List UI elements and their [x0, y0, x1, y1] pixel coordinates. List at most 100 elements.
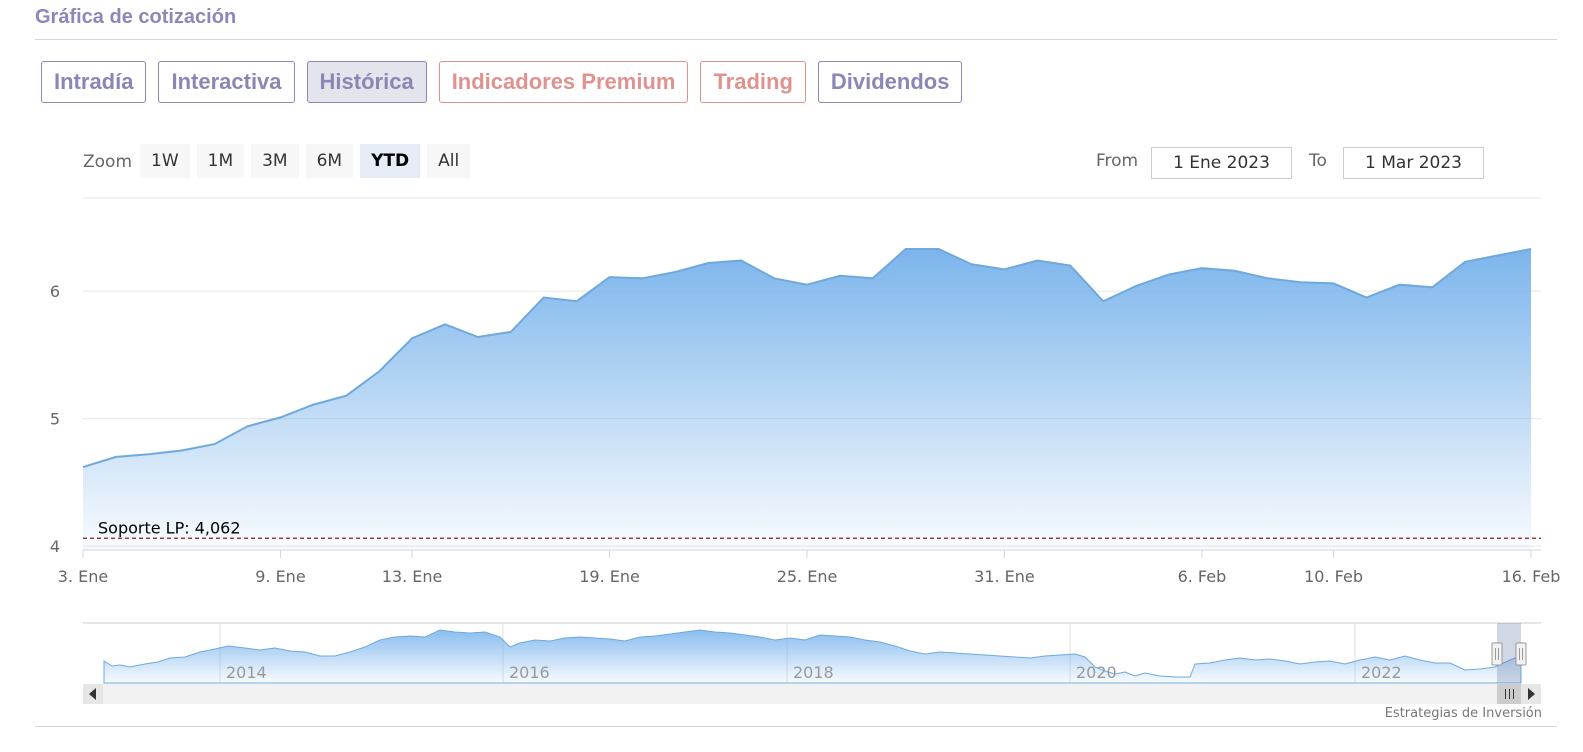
from-date-input[interactable]: 1 Ene 2023 — [1151, 147, 1292, 179]
data-point — [476, 336, 479, 339]
data-point — [707, 262, 710, 265]
data-point — [806, 283, 809, 286]
navigator-right-handle[interactable] — [1515, 642, 1527, 666]
navigator-year-label: 2020 — [1076, 663, 1117, 682]
data-point — [542, 296, 545, 299]
data-point — [213, 443, 216, 446]
data-point — [674, 271, 677, 274]
navigator-left-handle[interactable] — [1491, 642, 1503, 666]
navigator-series — [103, 629, 1522, 684]
tab-dividendos[interactable]: Dividendos — [817, 61, 963, 103]
x-tick-label: 6. Feb — [1178, 567, 1227, 586]
data-point — [1497, 254, 1500, 257]
title-divider — [35, 39, 1557, 40]
x-tick-label: 16. Feb — [1502, 567, 1561, 586]
zoom-button-all[interactable]: All — [427, 144, 471, 178]
data-point — [1036, 259, 1039, 262]
tab-trading[interactable]: Trading — [700, 61, 806, 103]
data-point — [345, 394, 348, 397]
data-point — [82, 466, 85, 469]
data-point — [1365, 296, 1368, 299]
data-point — [1069, 264, 1072, 267]
data-point — [1530, 248, 1533, 251]
x-tick-label: 9. Ene — [255, 567, 305, 586]
zoom-button-1w[interactable]: 1W — [140, 144, 190, 178]
navigator-left-handle-body[interactable] — [1491, 642, 1503, 666]
tab-historica[interactable]: Histórica — [306, 61, 427, 103]
data-point — [575, 300, 578, 303]
data-point — [1299, 281, 1302, 284]
data-point — [147, 453, 150, 456]
data-point — [279, 416, 282, 419]
support-line-group: Soporte LP: 4,062 — [83, 518, 1541, 539]
y-axis-labels: 4 5 6 — [50, 282, 60, 556]
navigator-right-handle-body[interactable] — [1515, 642, 1527, 666]
navigator-year-label: 2018 — [793, 663, 834, 682]
y-tick-label: 4 — [50, 537, 60, 556]
scrollbar[interactable] — [83, 684, 1541, 704]
scrollbar-track[interactable] — [83, 684, 1541, 704]
x-tick-label: 10. Feb — [1304, 567, 1363, 586]
data-point — [1233, 269, 1236, 272]
page-title: Gráfica de cotización — [35, 6, 237, 28]
data-point — [246, 425, 249, 428]
from-label: From — [1096, 151, 1139, 171]
data-point — [1200, 267, 1203, 270]
y-tick-label: 6 — [50, 282, 60, 301]
data-point — [411, 337, 414, 340]
data-point — [1398, 283, 1401, 286]
data-point — [1266, 277, 1269, 280]
navigator-year-label: 2014 — [226, 663, 267, 682]
data-point — [740, 259, 743, 262]
data-point — [871, 277, 874, 280]
data-point — [1168, 273, 1171, 276]
tab-interactiva[interactable]: Interactiva — [158, 61, 295, 103]
navigator-year-label: 2022 — [1361, 663, 1402, 682]
zoom-label: Zoom — [83, 152, 133, 172]
zoom-button-6m[interactable]: 6M — [305, 144, 354, 178]
data-point — [970, 263, 973, 266]
zoom-button-3m[interactable]: 3M — [251, 144, 299, 178]
support-line-label: Soporte LP: 4,062 — [98, 518, 241, 537]
x-tick-label: 3. Ene — [58, 567, 108, 586]
data-point — [509, 330, 512, 333]
x-tick-label: 25. Ene — [777, 567, 838, 586]
data-point — [180, 449, 183, 452]
data-point — [114, 455, 117, 458]
to-date-input[interactable]: 1 Mar 2023 — [1343, 147, 1484, 179]
data-point — [904, 248, 907, 251]
data-point — [937, 248, 940, 251]
data-point — [312, 403, 315, 406]
chevron-right-icon — [1528, 688, 1535, 700]
tab-intradia[interactable]: Intradía — [41, 61, 147, 103]
data-point — [838, 274, 841, 277]
data-point — [1102, 300, 1105, 303]
to-label: To — [1309, 151, 1327, 171]
bottom-divider — [35, 726, 1557, 727]
data-point — [1464, 260, 1467, 263]
data-point — [378, 370, 381, 373]
price-series — [82, 248, 1533, 550]
zoom-button-ytd[interactable]: YTD — [360, 144, 421, 178]
data-point — [1431, 286, 1434, 289]
data-point — [773, 277, 776, 280]
x-tick-label: 13. Ene — [382, 567, 443, 586]
x-tick-label: 31. Ene — [974, 567, 1035, 586]
price-line — [82, 248, 1532, 469]
zoom-buttons: 1W 1M 3M 6M YTD All — [140, 144, 471, 178]
x-axis-labels: 3. Ene 9. Ene 13. Ene 19. Ene 25. Ene 31. Ene… — [58, 549, 1561, 586]
data-point — [608, 276, 611, 279]
chevron-left-icon — [89, 688, 96, 700]
x-tick-label: 19. Ene — [579, 567, 640, 586]
data-point — [641, 277, 644, 280]
data-point — [1135, 285, 1138, 288]
zoom-button-1m[interactable]: 1M — [196, 144, 245, 178]
tab-indicadores-premium[interactable]: Indicadores Premium — [438, 61, 689, 103]
data-point — [1003, 268, 1006, 271]
data-point — [1332, 282, 1335, 285]
navigator-year-label: 2016 — [509, 663, 550, 682]
chart-credits: Estrategias de Inversión — [1384, 706, 1542, 721]
data-point — [444, 323, 447, 326]
price-area — [83, 249, 1531, 550]
